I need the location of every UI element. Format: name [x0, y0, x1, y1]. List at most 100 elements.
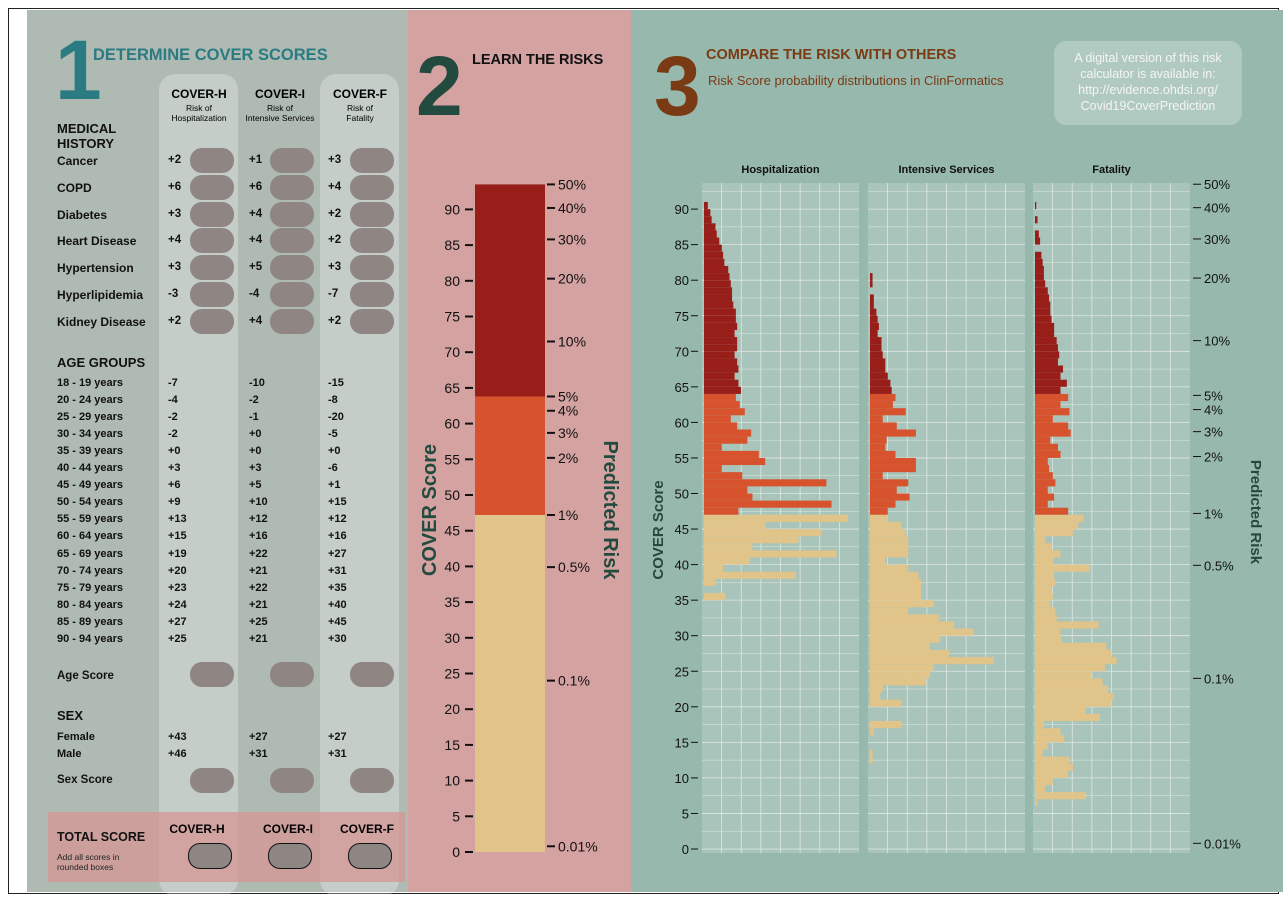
info-link[interactable]: http://evidence.ohdsi.org/ [1078, 83, 1218, 97]
risk-band-low [475, 514, 545, 852]
score-tick-label: 40 [444, 558, 460, 574]
score-value-cover-h: +3 [168, 261, 182, 274]
risk-tick-label: 2% [558, 450, 578, 466]
score-tick-label: 60 [675, 415, 689, 430]
score-box-cover-f[interactable] [350, 255, 394, 281]
sex-score-box-cover-f[interactable] [350, 768, 394, 793]
medical-history-label: Hypertension [57, 261, 134, 276]
score-box-cover-i[interactable] [270, 174, 314, 200]
total-score-box-cover-i[interactable] [268, 843, 312, 869]
sex-value-cover-i: +31 [249, 748, 268, 760]
score-box-cover-f[interactable] [350, 228, 394, 254]
score-box-cover-h[interactable] [190, 201, 234, 227]
score-tick-label: 85 [444, 237, 460, 253]
score-box-cover-f[interactable] [350, 174, 394, 200]
score-box-cover-f[interactable] [350, 148, 394, 173]
histogram-bar [1035, 351, 1060, 359]
score-box-cover-h[interactable] [190, 308, 234, 334]
histogram-bar [870, 600, 934, 608]
score-tick-label: 80 [675, 273, 689, 288]
score-box-cover-i[interactable] [270, 255, 314, 281]
histogram-bar [1035, 550, 1061, 558]
histogram-bar [1035, 785, 1046, 793]
sex-score-box-cover-i[interactable] [270, 768, 314, 793]
score-box-cover-f[interactable] [350, 308, 394, 334]
age-value-cover-i: -1 [249, 411, 259, 424]
age-value-cover-i: +21 [249, 632, 268, 645]
age-value-cover-h: +9 [168, 496, 181, 509]
risk-tick-label: 1% [558, 507, 578, 523]
score-value-cover-i: +4 [249, 234, 263, 247]
age-value-cover-f: -20 [328, 411, 344, 424]
histogram-bar [704, 457, 766, 466]
histogram-bar [870, 379, 891, 387]
score-box-cover-i[interactable] [270, 282, 314, 307]
risk-tick-label: 0.5% [558, 559, 590, 575]
age-group-label: 50 - 54 years [57, 496, 124, 509]
histogram-bar [870, 315, 878, 323]
score-box-cover-i[interactable] [270, 308, 314, 334]
score-tick-label: 65 [675, 380, 689, 395]
histogram-bar [1035, 678, 1103, 686]
histogram-bar [704, 351, 735, 359]
risk-band-mid [475, 396, 545, 515]
histogram-bar [870, 294, 874, 302]
age-value-cover-h: -2 [168, 411, 178, 424]
age-group-label: 85 - 89 years [57, 615, 124, 628]
histogram-bar [870, 479, 909, 487]
score-value-cover-f: -7 [328, 288, 339, 300]
histogram-bar [1035, 792, 1086, 800]
score-value-cover-h: -3 [168, 288, 179, 300]
column-sub1-cover-f: Risk of [347, 103, 373, 113]
distribution-chart: COVER Score Predicted Risk Hospitalizati… [650, 164, 1264, 857]
histogram-bar [870, 436, 887, 444]
histogram-bar [1035, 230, 1039, 238]
histogram-bar [704, 273, 730, 281]
score-box-cover-h[interactable] [190, 228, 234, 254]
risk-tick-label: 0.01% [1204, 836, 1241, 851]
histogram-bar [1035, 450, 1061, 458]
score-tick-label: 75 [675, 309, 689, 324]
histogram-bar [1035, 763, 1074, 771]
column-sub1-cover-i: Risk of [267, 103, 293, 113]
age-group-label: 80 - 84 years [57, 598, 124, 611]
histogram-bar [870, 465, 916, 473]
sex-score-box-cover-h[interactable] [190, 768, 234, 793]
histogram-bar [1035, 649, 1112, 658]
score-box-cover-i[interactable] [270, 228, 314, 254]
score-box-cover-i[interactable] [270, 201, 314, 227]
score-box-cover-h[interactable] [190, 255, 234, 281]
age-value-cover-h: +23 [168, 581, 187, 594]
histogram-bar [870, 273, 873, 281]
score-box-cover-f[interactable] [350, 282, 394, 307]
section-2-title: LEARN THE RISKS [472, 52, 604, 68]
risk-tick-label: 4% [558, 403, 578, 419]
age-score-box-cover-h[interactable] [190, 662, 234, 687]
score-box-cover-h[interactable] [190, 174, 234, 200]
histogram-bar [870, 493, 910, 501]
info-line-1: A digital version of this risk [1074, 51, 1222, 65]
histogram-bar [1035, 585, 1052, 594]
score-tick-label: 10 [444, 773, 460, 789]
score-box-cover-f[interactable] [350, 201, 394, 227]
histogram-bar [870, 536, 909, 544]
age-group-label: 90 - 94 years [57, 632, 124, 645]
score-box-cover-i[interactable] [270, 148, 314, 173]
age-score-box-cover-f[interactable] [350, 662, 394, 687]
histogram-bar [870, 308, 877, 316]
total-score-box-cover-h[interactable] [188, 843, 232, 869]
score-box-cover-h[interactable] [190, 148, 234, 173]
histogram-bar [704, 429, 752, 437]
total-score-box-cover-f[interactable] [348, 843, 392, 869]
risk-tick-label: 5% [1204, 388, 1223, 403]
score-tick-label: 0 [452, 844, 460, 860]
chart2-rlabel: Predicted Risk [599, 441, 621, 581]
score-tick-label: 70 [444, 344, 460, 360]
total-header-cover-h: COVER-H [169, 822, 225, 836]
score-value-cover-h: +3 [168, 207, 182, 220]
histogram-bar [704, 337, 738, 345]
age-value-cover-i: +5 [249, 479, 262, 492]
total-score-title: TOTAL SCORE [57, 830, 146, 844]
age-score-box-cover-i[interactable] [270, 662, 314, 687]
score-box-cover-h[interactable] [190, 282, 234, 307]
